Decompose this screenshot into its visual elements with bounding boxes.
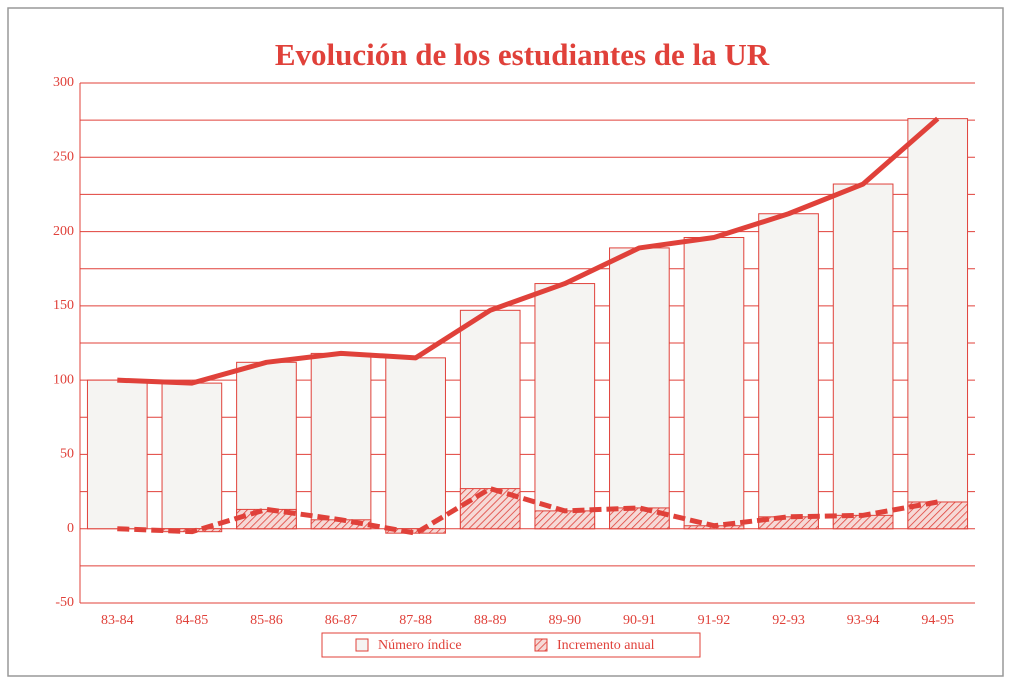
bar-increment: [534, 510, 596, 530]
x-tick-label: 94-95: [921, 613, 954, 628]
bar-index: [236, 361, 297, 530]
x-tick-label: 88-89: [474, 613, 507, 628]
legend-swatch: [355, 638, 369, 652]
bar-index: [86, 379, 148, 530]
y-tick-label: -50: [55, 595, 74, 610]
bar-increment: [385, 528, 446, 534]
bar-index: [758, 213, 819, 530]
x-tick-label: 89-90: [548, 613, 581, 628]
bar-index: [385, 357, 446, 530]
bar-index: [907, 118, 969, 530]
y-tick-label: 100: [53, 372, 74, 387]
legend-label: Incremento anual: [557, 638, 655, 653]
legend-label: Número índice: [378, 638, 462, 653]
x-tick-label: 86-87: [325, 613, 358, 628]
x-tick-label: 83-84: [101, 613, 134, 628]
x-tick-label: 87-88: [399, 613, 432, 628]
line-0: [117, 116, 940, 386]
frame: [7, 7, 1004, 677]
x-tick-label: 93-94: [847, 613, 880, 628]
y-tick-label: 50: [60, 447, 74, 462]
x-tick-label: 84-85: [176, 613, 209, 628]
x-tick-label: 90-91: [623, 613, 656, 628]
y-tick-label: 150: [53, 298, 74, 313]
y-tick-label: 0: [67, 521, 74, 536]
y-tick-label: 250: [53, 150, 74, 165]
bar-index: [832, 183, 894, 530]
bar-index: [609, 247, 670, 530]
bar-index: [534, 283, 596, 530]
y-tick-label: 200: [53, 224, 74, 239]
legend-box: [321, 632, 701, 658]
bar-index: [161, 382, 223, 530]
bar-increment: [609, 507, 670, 530]
legend-swatch: [534, 638, 548, 652]
bar-index: [683, 237, 745, 530]
x-tick-label: 85-86: [250, 613, 283, 628]
bar-index: [310, 352, 372, 530]
chart-title: Evolución de los estudiantes de la UR: [275, 37, 770, 72]
x-tick-label: 91-92: [698, 613, 731, 628]
y-tick-label: 300: [53, 75, 74, 90]
x-tick-label: 92-93: [772, 613, 805, 628]
line-1: [117, 486, 939, 536]
bar-increment: [459, 488, 521, 530]
